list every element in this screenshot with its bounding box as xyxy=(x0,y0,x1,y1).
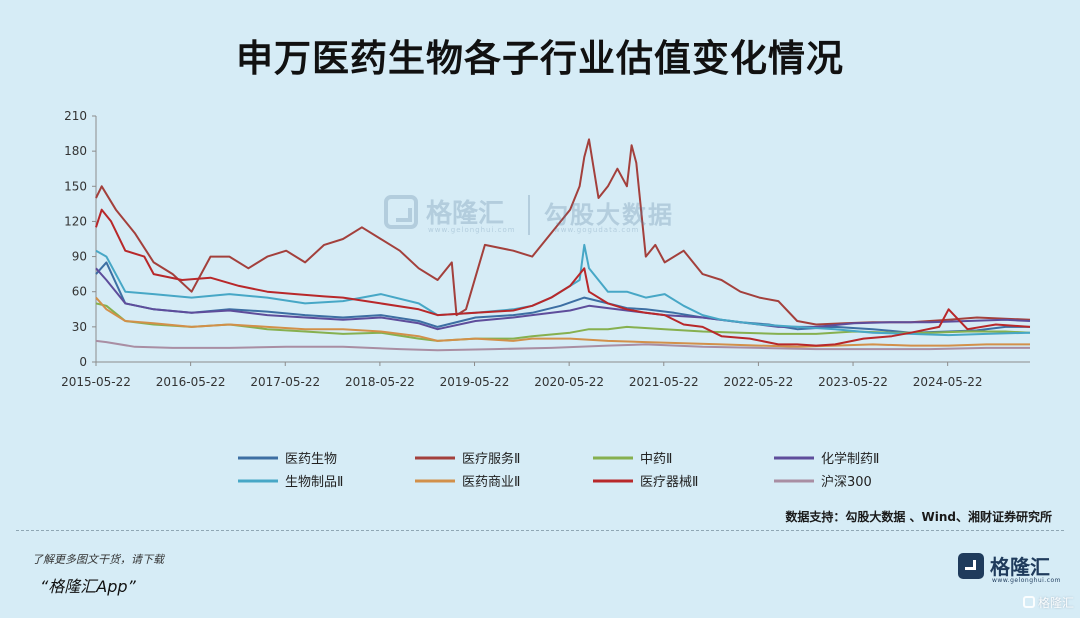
x-tick-label: 2024-05-22 xyxy=(913,375,983,389)
y-tick-label: 90 xyxy=(72,250,87,264)
y-tick-label: 0 xyxy=(79,355,87,369)
legend-label: 生物制品Ⅱ xyxy=(285,475,343,490)
x-tick-label: 2018-05-22 xyxy=(345,375,415,389)
watermark: 格隆汇 www.gelonghui.com 勾股大数据 www.gogudata… xyxy=(378,193,688,239)
corner-text: 格隆汇 xyxy=(1037,596,1074,610)
series-line xyxy=(95,339,1030,352)
series-line xyxy=(95,243,1031,337)
legend-label: 医药生物 xyxy=(285,452,337,467)
watermark-name-2: 勾股大数据 xyxy=(544,201,674,229)
legend-label: 医药商业Ⅱ xyxy=(462,475,520,490)
brand-url: www.gelonghui.com xyxy=(992,577,1062,584)
data-source: 数据支持：勾股大数据 、Wind、湘财证券研究所 xyxy=(785,510,1052,524)
series-line xyxy=(95,261,1030,334)
y-tick-label: 30 xyxy=(72,320,87,334)
gelonghui-logo-icon xyxy=(384,195,418,229)
gelonghui-corner-icon xyxy=(1022,596,1035,608)
series-line xyxy=(95,267,1031,331)
series-line xyxy=(95,138,1031,326)
x-tick-label: 2015-05-22 xyxy=(61,375,131,389)
x-tick-label: 2022-05-22 xyxy=(724,375,794,389)
chart-title: 申万医药生物各子行业估值变化情况 xyxy=(236,37,844,80)
series-line xyxy=(95,296,1030,348)
y-tick-label: 180 xyxy=(64,144,87,158)
y-tick-label: 210 xyxy=(64,109,87,123)
x-tick-label: 2023-05-22 xyxy=(818,375,888,389)
y-tick-label: 120 xyxy=(64,214,87,228)
legend-label: 化学制药Ⅱ xyxy=(821,451,879,467)
x-tick-label: 2017-05-22 xyxy=(250,375,320,389)
gelonghui-logo-icon xyxy=(958,553,984,579)
legend-label: 医疗器械Ⅱ xyxy=(640,475,698,490)
watermark-name: 格隆汇 xyxy=(426,199,505,229)
promo-text: 了解更多图文干货，请下载 xyxy=(32,553,164,566)
brand-name: 格隆汇 xyxy=(990,555,1050,579)
y-tick-label: 150 xyxy=(64,179,87,193)
legend-label: 医疗服务Ⅱ xyxy=(462,451,520,467)
y-tick-label: 60 xyxy=(72,285,87,299)
x-tick-label: 2016-05-22 xyxy=(156,375,226,389)
x-tick-label: 2021-05-22 xyxy=(629,375,699,389)
divider xyxy=(16,530,1064,531)
legend-label: 中药Ⅱ xyxy=(640,452,672,467)
corner-watermark: 格隆汇 xyxy=(1022,594,1074,611)
brand-logo: 格隆汇 www.gelonghui.com xyxy=(958,551,1062,589)
x-tick-label: 2019-05-22 xyxy=(440,375,510,389)
series-line xyxy=(95,208,1031,347)
watermark-divider xyxy=(528,195,530,235)
x-tick-label: 2020-05-22 xyxy=(534,375,604,389)
promo-app-name: “格隆汇App” xyxy=(40,577,136,596)
legend-label: 沪深300 xyxy=(821,474,872,490)
watermark-url: www.gelonghui.com xyxy=(428,226,516,234)
watermark-url-2: www.gogudata.com xyxy=(554,226,640,234)
